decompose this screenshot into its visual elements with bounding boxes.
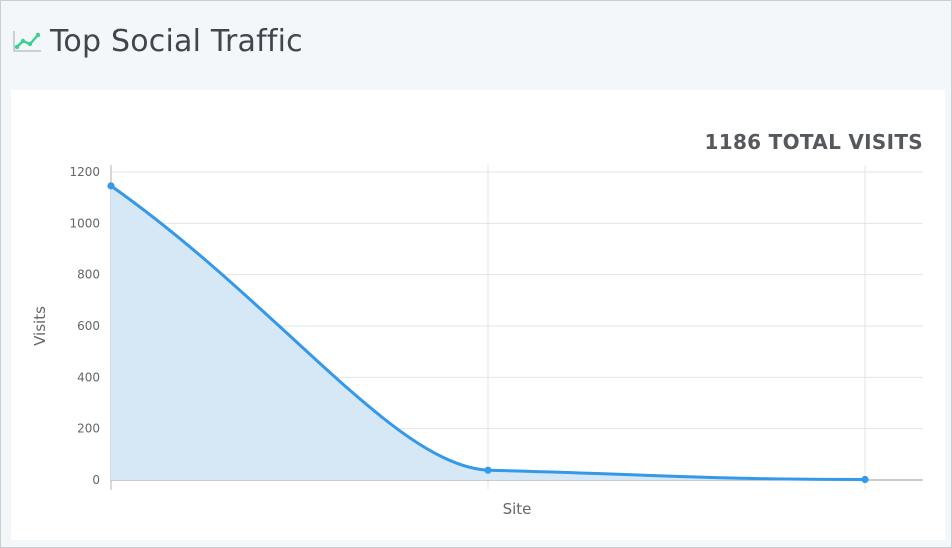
- x-axis-title: Site: [503, 500, 532, 518]
- y-axis-title: Visits: [31, 306, 49, 346]
- chart-card: 1186 TOTAL VISITS 0 200 400 600 800 1000 1200 S…: [11, 90, 945, 540]
- y-tick-label: 200: [77, 422, 100, 436]
- y-tick-label: 1000: [69, 216, 100, 230]
- widget-title: Top Social Traffic: [50, 23, 303, 59]
- data-point: [484, 466, 492, 474]
- total-visits-label: 1186 TOTAL VISITS: [704, 130, 923, 154]
- widget-header: Top Social Traffic: [11, 19, 303, 63]
- y-tick-label: 0: [92, 473, 100, 487]
- data-point: [107, 182, 115, 190]
- y-tick-label: 600: [77, 319, 100, 333]
- traffic-chart: 0 200 400 600 800 1000 1200 Site Visits: [31, 165, 923, 518]
- y-tick-label: 400: [77, 370, 100, 384]
- y-tick-label: 1200: [69, 165, 100, 179]
- series-area: [111, 185, 865, 481]
- series-line: [110, 184, 866, 481]
- data-point: [861, 475, 869, 484]
- y-tick-label: 800: [77, 268, 100, 282]
- line-chart-icon: [13, 31, 41, 52]
